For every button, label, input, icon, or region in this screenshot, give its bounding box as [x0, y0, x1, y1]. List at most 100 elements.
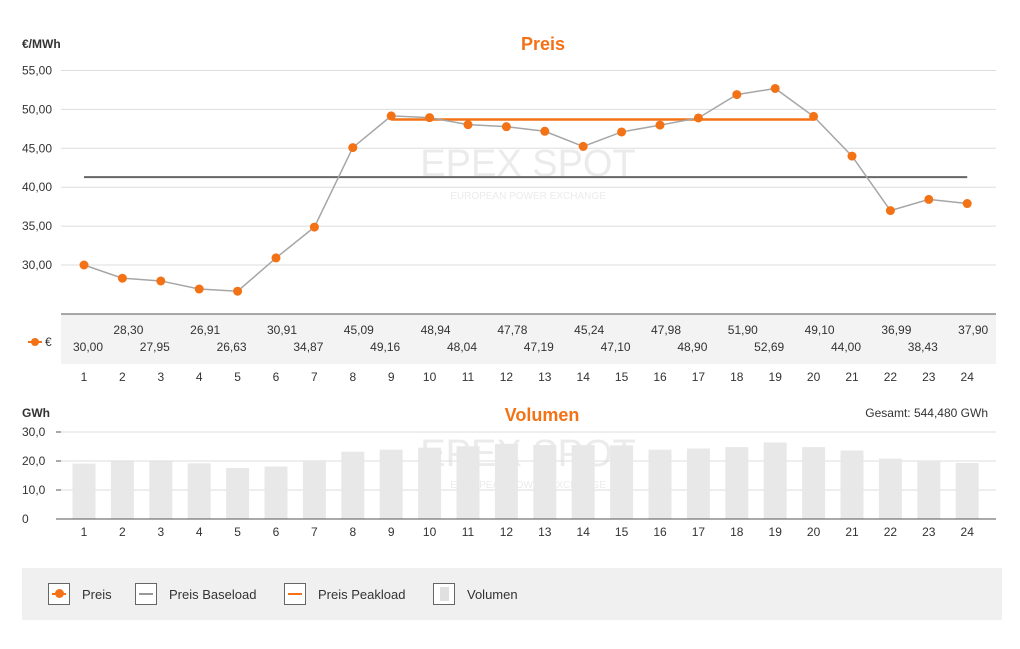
legend-item-volumen[interactable]: Volumen [433, 580, 518, 608]
volume-watermark-sub: EUROPEAN POWER EXCHANGE [450, 480, 606, 491]
price-x-tick-label: 22 [884, 370, 898, 384]
volume-x-tick-label: 4 [196, 525, 203, 539]
volume-y-tick-label: 20,0 [22, 454, 46, 468]
price-x-tick-label: 6 [273, 370, 280, 384]
price-value-label: 27,95 [140, 340, 170, 354]
price-value-label: 47,78 [497, 323, 527, 337]
price-value-label: 30,00 [73, 340, 103, 354]
price-y-axis: 30,00 35,00 40,00 45,00 50,00 55,00 [22, 64, 52, 273]
price-value-label: 48,90 [677, 340, 707, 354]
legend-label: Volumen [467, 586, 518, 602]
volume-bar [149, 461, 173, 519]
volume-bar [686, 448, 710, 519]
preis-legend-icon [48, 583, 70, 605]
volume-bar [725, 447, 749, 519]
price-point [79, 260, 89, 270]
price-value-label: 47,98 [651, 323, 681, 337]
price-value-label: 45,24 [574, 323, 604, 337]
volume-y-tick-label: 30,0 [22, 425, 46, 439]
price-x-tick-label: 14 [577, 370, 591, 384]
price-x-tick-label: 21 [845, 370, 859, 384]
volume-x-tick-label: 6 [273, 525, 280, 539]
volume-x-tick-label: 11 [462, 525, 475, 539]
volume-bar [187, 463, 211, 519]
price-y-tick-label: 40,00 [22, 180, 52, 194]
price-point [386, 111, 396, 121]
price-x-tick-label: 16 [653, 370, 667, 384]
volume-bar [648, 449, 672, 519]
volume-x-axis: 1 2 3 4 5 6 7 8 9 10 11 12 13 14 15 16 17 18 19 20 21 22 23 24 [81, 525, 975, 539]
legend-item-peakload[interactable]: Preis Peakload [284, 580, 405, 608]
price-y-tick-label: 45,00 [22, 141, 52, 155]
volume-y-axis: 0 10,0 20,0 30,0 [22, 425, 61, 526]
volume-bar [955, 463, 979, 519]
volume-x-tick-label: 23 [922, 525, 936, 539]
price-watermark-sub: EUROPEAN POWER EXCHANGE [450, 191, 606, 202]
price-x-tick-label: 12 [500, 370, 514, 384]
price-point [847, 151, 857, 161]
volume-x-tick-label: 19 [769, 525, 783, 539]
volume-bar [418, 447, 442, 519]
price-value-label: 47,10 [601, 340, 631, 354]
peakload-legend-icon [284, 583, 306, 605]
volume-x-tick-label: 7 [311, 525, 318, 539]
volume-x-tick-label: 18 [730, 525, 744, 539]
price-point [885, 206, 895, 216]
volume-x-tick-label: 17 [692, 525, 706, 539]
price-x-tick-label: 9 [388, 370, 395, 384]
price-y-tick-label: 55,00 [22, 64, 52, 78]
price-x-tick-label: 4 [196, 370, 203, 384]
volume-y-tick-label: 10,0 [22, 483, 46, 497]
volume-bar [840, 450, 864, 519]
price-point [348, 143, 358, 153]
legend-label: Preis Baseload [169, 586, 257, 602]
price-x-tick-label: 1 [81, 370, 88, 384]
price-value-label: 38,43 [908, 340, 938, 354]
price-y-tick-label: 35,00 [22, 219, 52, 233]
price-value-label: 52,69 [754, 340, 784, 354]
price-x-tick-label: 20 [807, 370, 821, 384]
volume-unit-label: GWh [22, 406, 50, 420]
price-points [79, 83, 972, 296]
price-point [117, 273, 127, 283]
volume-bar [72, 463, 96, 519]
price-y-tick-label: 50,00 [22, 102, 52, 116]
price-value-label: 44,00 [831, 340, 861, 354]
price-x-tick-label: 11 [462, 370, 475, 384]
price-point [425, 113, 435, 123]
volume-watermark: EPEX SPOT [420, 433, 635, 475]
price-x-tick-label: 15 [615, 370, 629, 384]
price-point [501, 122, 511, 132]
baseload-legend-icon [135, 583, 157, 605]
volume-bar [878, 458, 902, 519]
volume-bar [302, 460, 326, 519]
price-point [924, 194, 934, 204]
legend-item-preis[interactable]: Preis [48, 580, 112, 608]
price-value-label: 37,90 [958, 323, 988, 337]
volume-bar [264, 466, 288, 519]
volume-bar [456, 446, 480, 519]
volume-bar [494, 443, 518, 519]
volume-x-tick-label: 13 [538, 525, 552, 539]
volume-x-tick-label: 22 [884, 525, 898, 539]
price-value-label: 48,94 [421, 323, 451, 337]
volumen-legend-icon [433, 583, 455, 605]
price-series [83, 87, 968, 292]
legend-item-baseload[interactable]: Preis Baseload [135, 580, 256, 608]
price-unit-label: €/MWh [22, 37, 61, 51]
price-x-tick-label: 8 [349, 370, 356, 384]
price-point [770, 83, 780, 93]
price-value-label: 34,87 [293, 340, 323, 354]
price-x-tick-label: 24 [961, 370, 975, 384]
volume-x-tick-label: 1 [81, 525, 88, 539]
volume-bar [379, 449, 403, 519]
volume-bar [610, 445, 634, 519]
price-value-label: 51,90 [728, 323, 758, 337]
volume-bar [917, 461, 941, 519]
price-x-tick-label: 19 [769, 370, 783, 384]
volume-total: Gesamt: 544,480 GWh [865, 406, 988, 420]
volume-gridlines [61, 431, 996, 491]
price-point [962, 199, 972, 209]
price-chart-title: Preis [521, 34, 565, 54]
